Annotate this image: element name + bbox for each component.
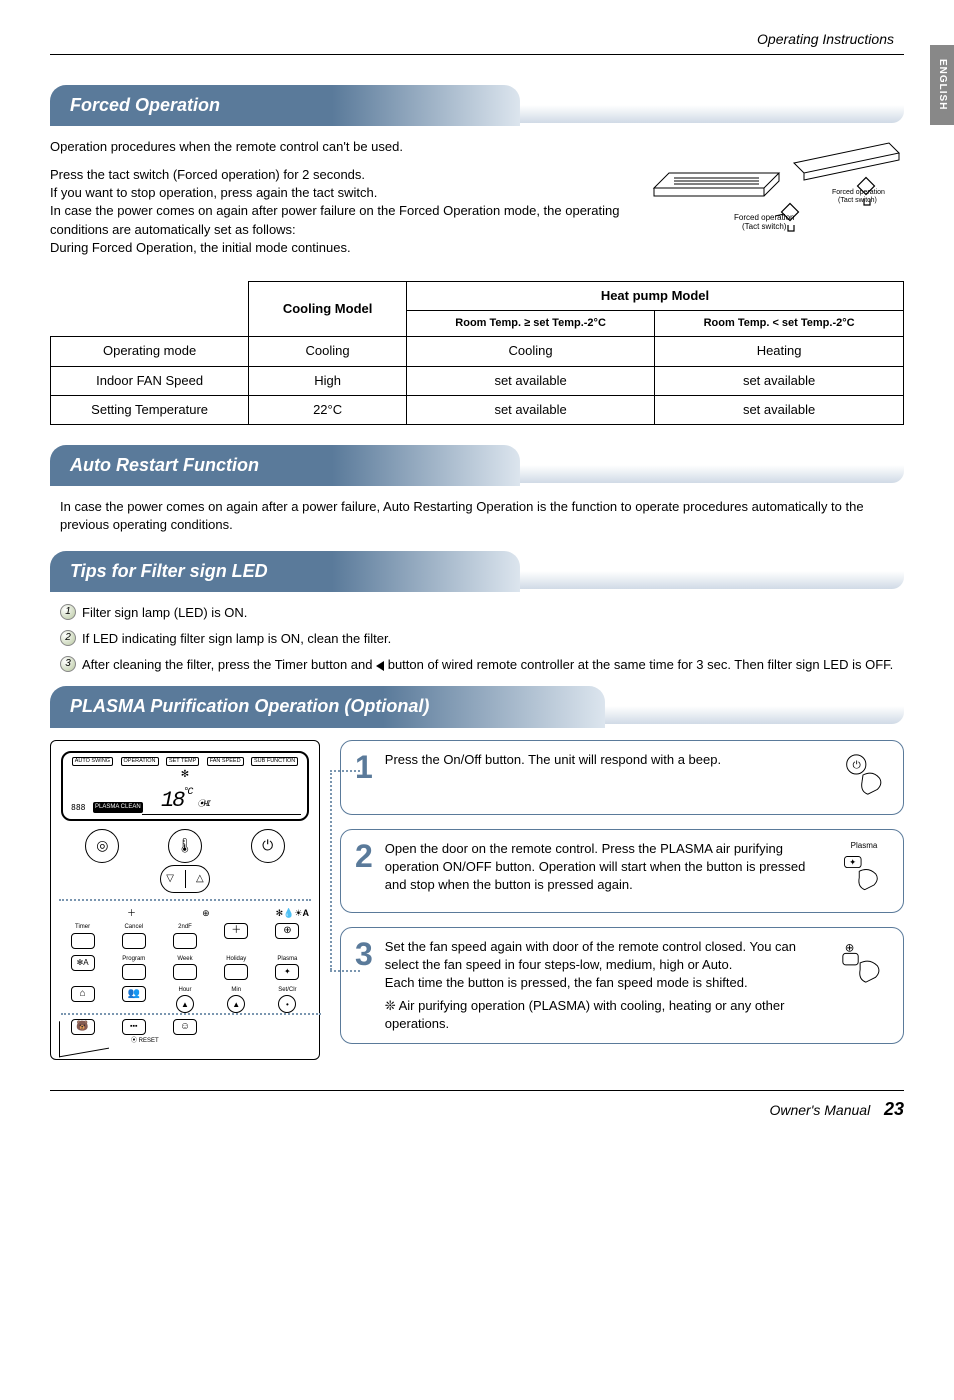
table-row: Operating mode Cooling Cooling Heating	[51, 337, 904, 366]
heat-pump-table: Cooling Model Heat pump Model Room Temp.…	[50, 281, 904, 425]
hour-button[interactable]: ▲	[176, 995, 194, 1013]
globe-button[interactable]: ⊕	[275, 923, 299, 939]
power-press-icon: ⏻	[839, 751, 889, 804]
smile-button[interactable]: ☺	[173, 1019, 197, 1035]
remote-control-diagram: AUTO SWING OPERATION SET TEMP FAN SPEED …	[50, 740, 320, 1060]
step-3: 3 Set the fan speed again with door of t…	[340, 927, 904, 1044]
plus-icon: ＋	[127, 907, 136, 920]
svg-text:⊕: ⊕	[845, 943, 855, 955]
tip-1: 1Filter sign lamp (LED) is ON.	[60, 604, 904, 622]
fan-press-icon: ⊕	[839, 938, 889, 991]
th-cooling-model: Cooling Model	[249, 281, 407, 337]
plasma-press-icon: Plasma ✦	[839, 840, 889, 902]
table-row: Setting Temperature 22°C set available s…	[51, 395, 904, 424]
timer-button[interactable]	[71, 933, 95, 949]
forced-text-2: Press the tact switch (Forced operation)…	[50, 166, 624, 184]
step-num-2: 2	[355, 840, 373, 872]
home-button[interactable]: ⌂	[71, 986, 95, 1002]
plasma-clean-badge: PLASMA CLEAN	[93, 802, 143, 812]
plasma-button[interactable]: ✦	[275, 964, 299, 980]
temp-up-down[interactable]: ▽△	[160, 865, 210, 893]
svg-text:(Tact switch): (Tact switch)	[838, 197, 877, 204]
mode-button[interactable]: ✻A	[71, 955, 95, 971]
section-tips-header: Tips for Filter sign LED	[50, 551, 520, 592]
forced-text-3: If you want to stop operation, press aga…	[50, 184, 624, 202]
people-button[interactable]: 👥	[122, 986, 146, 1002]
th-sub2: Room Temp. < set Temp.-2°C	[655, 311, 904, 337]
power-button[interactable]: ⏻	[251, 829, 285, 863]
svg-text:(Tact switch): (Tact switch)	[742, 222, 787, 231]
step-1: 1 Press the On/Off button. The unit will…	[340, 740, 904, 815]
remote-screen: AUTO SWING OPERATION SET TEMP FAN SPEED …	[61, 751, 309, 821]
step-3-note: ❊ Air purifying operation (PLASMA) with …	[385, 997, 827, 1033]
step-2: 2 Open the door on the remote control. P…	[340, 829, 904, 913]
2ndf-button[interactable]	[173, 933, 197, 949]
page-section-title: Operating Instructions	[50, 30, 904, 50]
section-auto-header: Auto Restart Function	[50, 445, 520, 486]
language-tab: ENGLISH	[930, 45, 954, 125]
program-button[interactable]	[122, 964, 146, 980]
globe-icon: ⊕	[202, 907, 210, 920]
diagram-label-2: Forced operation	[832, 189, 885, 196]
tip-3: 3 After cleaning the filter, press the T…	[60, 656, 904, 674]
diagram-label-1: Forced operation	[734, 213, 794, 222]
week-button[interactable]	[173, 964, 197, 980]
th-sub1: Room Temp. ≥ set Temp.-2°C	[406, 311, 654, 337]
swing-button[interactable]: ◎	[85, 829, 119, 863]
section-plasma-header: PLASMA Purification Operation (Optional)	[50, 686, 605, 727]
forced-text-1: Operation procedures when the remote con…	[50, 138, 624, 156]
cancel-button[interactable]	[122, 933, 146, 949]
left-arrow-icon	[376, 661, 384, 671]
holiday-button[interactable]	[224, 964, 248, 980]
fan-speed-button[interactable]: 🌡	[168, 829, 202, 863]
num-3-icon: 3	[60, 656, 76, 672]
svg-text:✦: ✦	[849, 858, 856, 867]
table-row: Indoor FAN Speed High set available set …	[51, 366, 904, 395]
num-1-icon: 1	[60, 604, 76, 620]
step-num-1: 1	[355, 751, 373, 783]
auto-restart-text: In case the power comes on again after a…	[50, 498, 904, 534]
forced-text-5: During Forced Operation, the initial mod…	[50, 239, 624, 257]
tip-2: 2If LED indicating filter sign lamp is O…	[60, 630, 904, 648]
svg-text:⏻: ⏻	[852, 759, 861, 771]
num-2-icon: 2	[60, 630, 76, 646]
section-forced-header: Forced Operation	[50, 85, 520, 126]
step-num-3: 3	[355, 938, 373, 970]
display-dots-button[interactable]: ▪▪▪	[122, 1019, 146, 1035]
min-button[interactable]: ▲	[227, 995, 245, 1013]
page-footer: Owner's Manual 23	[50, 1090, 904, 1122]
snowflake-icon: ✻	[69, 768, 301, 782]
top-rule	[50, 54, 904, 55]
plus-button[interactable]: ＋	[224, 923, 248, 939]
mode-icons: ✻💧☀A	[276, 907, 309, 920]
setclr-button[interactable]: •	[278, 995, 296, 1013]
forced-text-4: In case the power comes on again after p…	[50, 202, 624, 238]
forced-operation-diagram: Forced operation (Tact switch) Forced op…	[644, 138, 904, 258]
th-heat-pump: Heat pump Model	[406, 281, 903, 310]
